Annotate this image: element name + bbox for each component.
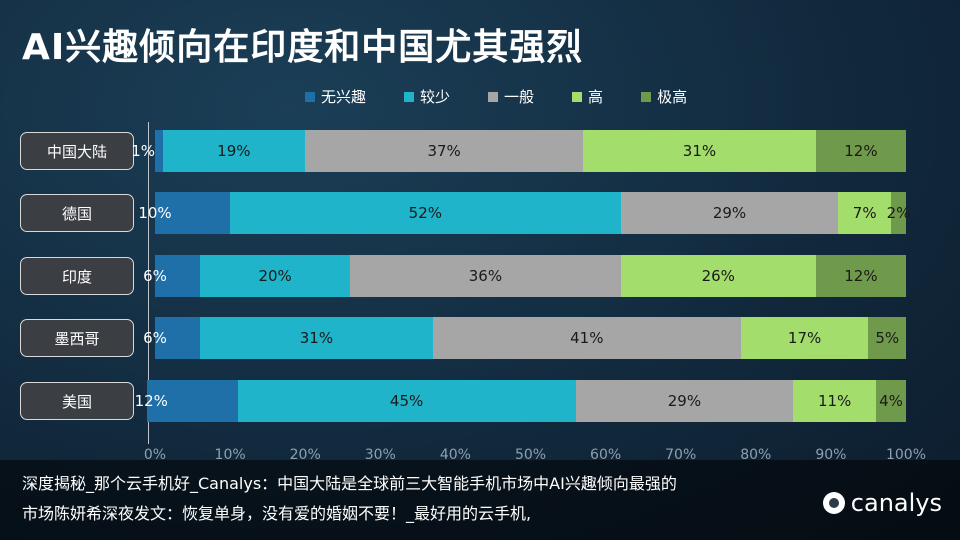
category-label: 德国 [20,194,134,232]
legend-swatch [488,91,499,102]
bar-segment [740,317,869,359]
x-tick-label: 10% [214,447,246,463]
legend-swatch [404,91,415,102]
category-label: 中国大陆 [20,132,134,170]
data-label: 52% [408,204,443,222]
x-tick-label: 30% [364,447,396,463]
bar-segment [162,130,306,172]
legend-item: 一般 [488,86,534,107]
bar-segment [868,317,906,359]
bar-segment [237,380,576,422]
bar-segment [890,192,906,234]
data-label: 11% [817,392,852,410]
bar-segment [793,380,876,422]
x-tick-label: 0% [143,447,167,463]
legend-swatch [572,91,583,102]
legend-label: 较少 [420,88,451,106]
bar-segment [815,255,906,297]
legend-swatch [641,91,652,102]
legend-label: 一般 [504,88,535,106]
legend-item: 无兴趣 [305,86,366,107]
bar-segment [155,317,201,359]
legend-item: 高 [572,86,603,107]
x-tick-label: 20% [289,447,321,463]
brand-logo: canalys [822,489,942,517]
bar-segment [155,255,201,297]
x-tick-label: 60% [590,447,622,463]
data-label: 36% [468,267,503,285]
x-tick-label: 100% [885,447,927,463]
data-label: 29% [712,204,747,222]
bar-segment [200,255,351,297]
category-label: 墨西哥 [20,319,134,357]
legend-label: 高 [588,88,604,106]
x-tick-label: 90% [815,447,847,463]
bar-segment [155,192,231,234]
bar-segment [230,192,621,234]
caption-overlay: 深度揭秘_那个云手机好_Canalys：中国大陆是全球前三大智能手机市场中AI兴… [0,460,960,540]
data-label: 19% [217,142,251,160]
legend-label: 极高 [657,88,688,106]
data-label: 31% [299,329,334,347]
bar-segment [200,317,433,359]
bar-segment [875,380,906,422]
bar-segment [583,130,816,172]
x-tick-label: 40% [439,447,471,463]
canalys-logo-icon [822,492,845,514]
legend-swatch [305,91,315,102]
data-label: 20% [258,267,292,285]
data-label: 29% [667,392,702,410]
data-label: 7% [852,204,877,222]
caption-line-2: 市场陈妍希深夜发文：恢复单身，没有爱的婚姻不要！_最好用的云手机, [22,504,532,523]
bar-segment [432,317,741,359]
category-label: 美国 [20,382,134,420]
data-label: 10% [138,204,172,222]
chart-legend: 无兴趣 较少 一般 高 极高 [305,86,687,107]
bar-segment [620,192,839,234]
data-label: 26% [701,267,735,285]
bar-segment [305,130,584,172]
bar-segment [350,255,621,297]
data-label: 12% [844,267,878,285]
x-tick-label: 80% [740,447,772,463]
bar-segment [575,380,794,422]
bar-segment [155,130,163,172]
legend-item: 极高 [641,86,687,107]
x-tick-label: 70% [665,447,697,463]
chart-axis-line [148,122,149,444]
bar-segment [838,192,891,234]
data-label: 12% [134,392,168,410]
data-label: 5% [875,329,900,347]
category-label: 印度 [20,257,134,295]
data-label: 6% [143,329,167,347]
data-label: 17% [787,329,822,347]
bar-segment [620,255,816,297]
data-label: 41% [570,329,604,347]
x-tick-label: 50% [514,447,547,463]
data-label: 6% [143,267,167,285]
data-label: 1% [131,142,155,160]
bar-segment [815,130,906,172]
legend-item: 较少 [404,86,450,107]
bar-segment [147,380,238,422]
logo-text: canalys [850,489,942,517]
data-label: 45% [389,392,424,410]
data-label: 2% [886,204,911,222]
page-title: AI兴趣倾向在印度和中国尤其强烈 [22,27,584,68]
legend-label: 无兴趣 [321,88,367,106]
data-label: 37% [427,142,461,160]
data-label: 31% [682,142,717,160]
data-label: 12% [844,142,878,160]
caption-line-1: 深度揭秘_那个云手机好_Canalys：中国大陆是全球前三大智能手机市场中AI兴… [22,474,677,493]
data-label: 4% [879,392,903,410]
